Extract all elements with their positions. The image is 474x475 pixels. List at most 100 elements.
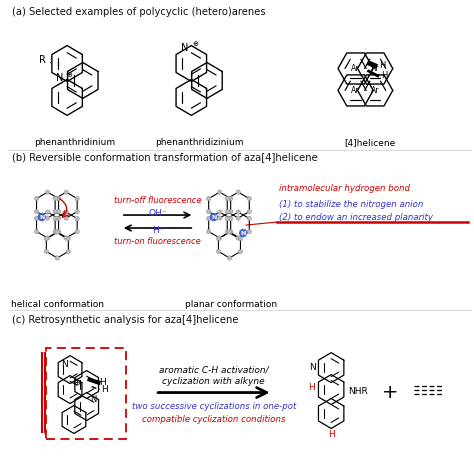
Circle shape [64, 216, 68, 220]
Circle shape [44, 249, 48, 254]
Text: H: H [101, 385, 108, 394]
Circle shape [240, 229, 246, 237]
Circle shape [247, 197, 251, 201]
Text: Ar: Ar [351, 86, 360, 95]
Circle shape [225, 229, 229, 234]
Text: N: N [181, 43, 188, 53]
Text: (1) to stabilize the nitrogen anion: (1) to stabilize the nitrogen anion [279, 200, 424, 209]
Text: N: N [91, 395, 97, 404]
Circle shape [53, 229, 57, 234]
Text: Ar: Ar [371, 86, 379, 95]
Circle shape [53, 197, 57, 201]
Text: [4]helicene: [4]helicene [345, 138, 396, 147]
Circle shape [64, 210, 68, 214]
Circle shape [55, 230, 60, 234]
Text: .: . [48, 55, 52, 65]
Text: compatible cyclization conditions: compatible cyclization conditions [142, 415, 285, 424]
Circle shape [218, 210, 222, 214]
Text: (a) Selected examples of polycyclic (hetero)arenes: (a) Selected examples of polycyclic (het… [12, 7, 266, 17]
Text: N: N [211, 215, 217, 219]
Circle shape [207, 216, 211, 221]
Text: N: N [56, 74, 63, 84]
Circle shape [216, 236, 220, 241]
Text: aromatic C-H activation/: aromatic C-H activation/ [159, 365, 269, 374]
Circle shape [56, 216, 61, 221]
Circle shape [236, 216, 240, 220]
Circle shape [207, 197, 211, 201]
Circle shape [225, 216, 229, 221]
Circle shape [53, 216, 57, 221]
Circle shape [46, 190, 50, 194]
Circle shape [236, 190, 240, 194]
Circle shape [75, 209, 79, 214]
Circle shape [56, 229, 61, 234]
Text: planar conformation: planar conformation [185, 300, 277, 309]
Text: N: N [240, 230, 246, 236]
Text: +: + [382, 383, 398, 402]
Circle shape [53, 209, 57, 214]
Text: cyclization with alkyne: cyclization with alkyne [163, 377, 265, 386]
Text: (c) Retrosynthetic analysis for aza[4]helicene: (c) Retrosynthetic analysis for aza[4]he… [12, 315, 239, 325]
Circle shape [228, 229, 233, 234]
Text: H⁺: H⁺ [152, 226, 164, 235]
Circle shape [35, 229, 39, 234]
Circle shape [225, 197, 229, 201]
Circle shape [35, 216, 39, 221]
Text: turn-off fluorescence: turn-off fluorescence [114, 196, 201, 205]
Circle shape [207, 229, 211, 234]
Text: intramolecular hydrogen bond: intramolecular hydrogen bond [279, 184, 410, 193]
Circle shape [46, 236, 50, 240]
Circle shape [216, 249, 220, 254]
Circle shape [228, 197, 233, 201]
Circle shape [238, 249, 243, 254]
Text: H: H [328, 430, 335, 439]
Circle shape [66, 249, 71, 254]
Text: phenanthridizinium: phenanthridizinium [155, 138, 243, 147]
Circle shape [218, 216, 222, 220]
Text: H: H [308, 383, 315, 392]
Circle shape [46, 210, 50, 214]
Circle shape [210, 214, 217, 220]
Circle shape [66, 236, 71, 241]
Circle shape [56, 209, 61, 214]
Circle shape [75, 216, 79, 221]
Text: OH⁻: OH⁻ [148, 209, 167, 218]
Text: helical conformation: helical conformation [11, 300, 104, 309]
Text: ⊕: ⊕ [73, 378, 81, 387]
Circle shape [46, 216, 50, 220]
Circle shape [75, 197, 79, 201]
Circle shape [228, 209, 233, 214]
Circle shape [38, 214, 45, 220]
Text: ⊕: ⊕ [192, 40, 198, 47]
Text: H: H [381, 71, 387, 80]
Text: N: N [61, 360, 68, 369]
Text: Ar: Ar [371, 64, 379, 73]
Text: (b) Reversible conformation transformation of aza[4]helicene: (b) Reversible conformation transformati… [12, 152, 318, 162]
Text: R: R [39, 55, 46, 65]
Text: NHR: NHR [348, 387, 367, 396]
Text: (2) to endow an increased planarity: (2) to endow an increased planarity [279, 212, 433, 221]
Circle shape [56, 197, 61, 201]
Text: phenanthridinium: phenanthridinium [35, 138, 116, 147]
Text: ⊕: ⊕ [66, 73, 72, 78]
Text: two successive cyclizations in one-pot: two successive cyclizations in one-pot [132, 402, 296, 411]
Circle shape [64, 190, 68, 194]
Circle shape [44, 236, 48, 241]
Circle shape [55, 256, 60, 260]
Circle shape [228, 256, 232, 260]
Circle shape [75, 229, 79, 234]
Circle shape [238, 236, 243, 241]
Circle shape [228, 216, 233, 221]
Circle shape [218, 190, 222, 194]
Circle shape [228, 230, 232, 234]
Text: H: H [379, 61, 385, 70]
Text: H: H [100, 378, 106, 387]
Circle shape [218, 236, 222, 240]
Circle shape [236, 236, 240, 240]
Circle shape [247, 209, 251, 214]
Text: Ar: Ar [351, 64, 360, 73]
Circle shape [225, 209, 229, 214]
Circle shape [247, 216, 251, 221]
Circle shape [35, 209, 39, 214]
Text: N: N [39, 215, 45, 219]
